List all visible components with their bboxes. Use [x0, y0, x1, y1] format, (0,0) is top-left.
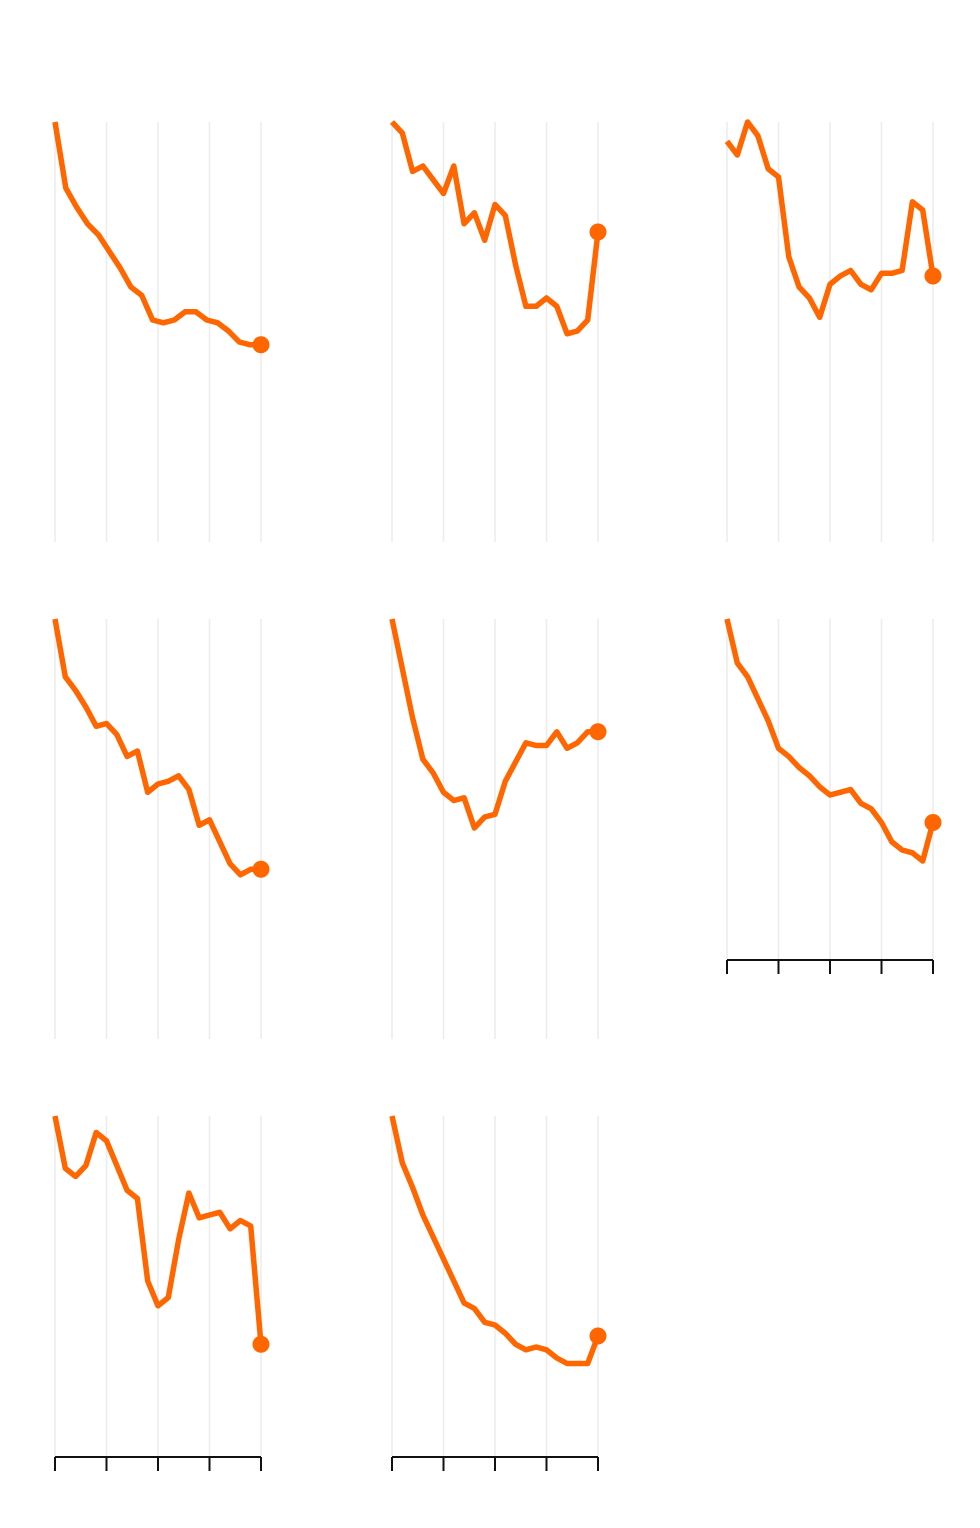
panel-8 [389, 1115, 607, 1471]
series-line [724, 618, 936, 864]
end-point-marker [589, 723, 607, 741]
series-line [52, 618, 261, 878]
series-line [389, 120, 601, 337]
end-point-marker [589, 223, 607, 241]
series-line [389, 618, 598, 831]
end-point-marker [924, 814, 942, 831]
panel-3 [724, 119, 942, 542]
series-line [52, 1115, 264, 1345]
panel-2 [389, 120, 607, 542]
end-point-marker [924, 267, 942, 285]
end-point-marker [252, 336, 270, 354]
panel-1 [52, 121, 270, 542]
panel-6 [724, 618, 942, 974]
panel-7 [52, 1115, 270, 1471]
panel-5 [389, 618, 607, 1039]
end-point-marker [589, 1327, 607, 1345]
panel-4 [52, 618, 270, 1039]
series-line [724, 119, 936, 321]
end-point-marker [252, 860, 270, 878]
end-point-marker [252, 1335, 270, 1353]
series-line [52, 121, 261, 348]
series-line [389, 1115, 601, 1367]
